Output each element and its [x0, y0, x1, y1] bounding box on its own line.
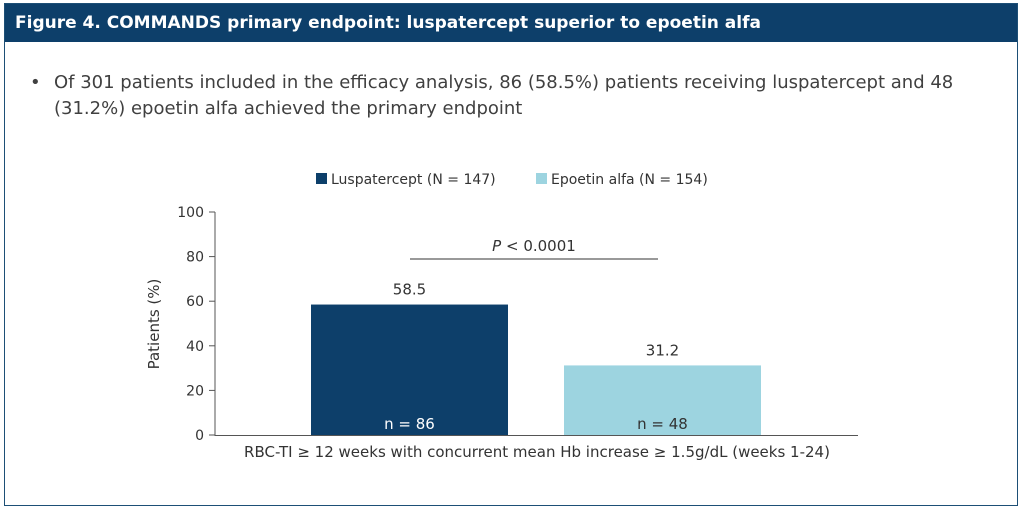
p-value-label: P < 0.0001	[492, 237, 576, 255]
bullet-marker: •	[30, 72, 41, 93]
bar-value-label: 58.5	[393, 281, 426, 299]
figure-frame: Figure 4. COMMANDS primary endpoint: lus…	[4, 3, 1018, 506]
bar-value-label: 31.2	[646, 341, 679, 359]
summary-text: Of 301 patients included in the efficacy…	[54, 72, 954, 119]
bar-n-label: n = 48	[637, 415, 688, 433]
legend-label-luspatercept: Luspatercept (N = 147)	[331, 172, 496, 188]
y-axis-label: Patients (%)	[145, 279, 163, 370]
y-tick-label: 60	[186, 294, 204, 310]
bar-epoetin-alfa	[564, 365, 761, 435]
y-tick-label: 100	[177, 205, 204, 221]
bar-n-label: n = 86	[384, 415, 435, 433]
bar-luspatercept	[311, 304, 508, 435]
legend-swatch-luspatercept	[316, 173, 327, 184]
figure-title: Figure 4. COMMANDS primary endpoint: lus…	[5, 4, 1017, 42]
summary-bullet: • Of 301 patients included in the effica…	[30, 70, 990, 122]
y-tick-label: 80	[186, 250, 204, 266]
y-tick-label: 20	[186, 383, 204, 399]
y-tick-label: 0	[195, 428, 204, 444]
legend-swatch-epoetin-alfa	[536, 173, 547, 184]
x-axis-label: RBC-TI ≥ 12 weeks with concurrent mean H…	[244, 443, 830, 461]
y-tick-label: 40	[186, 339, 204, 355]
legend-label-epoetin-alfa: Epoetin alfa (N = 154)	[551, 172, 708, 188]
